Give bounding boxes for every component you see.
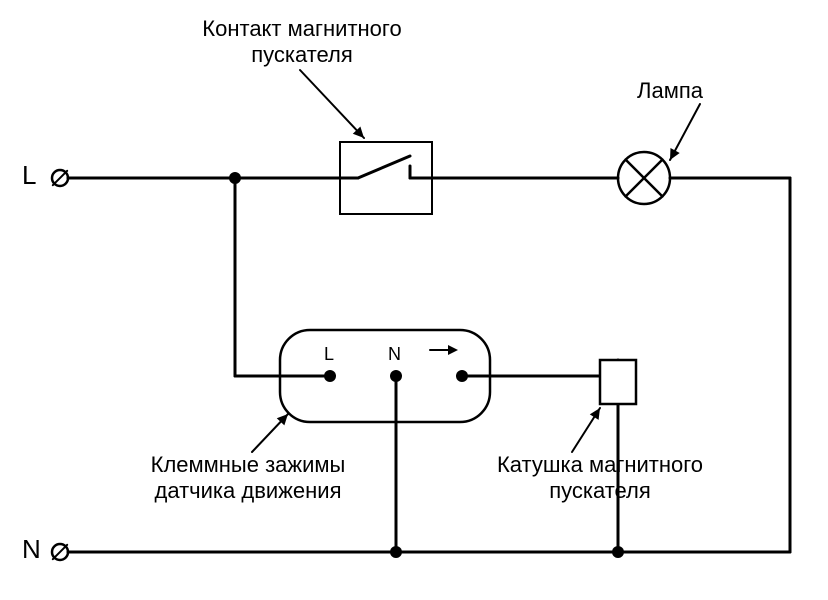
sensor-label-line1: Клеммные зажимы	[151, 452, 346, 477]
coil-label-line2: пускателя	[549, 478, 651, 503]
terminal-N-label: N	[22, 534, 41, 565]
terminal-L-label: L	[22, 160, 36, 191]
sensor-terminal-L-label: L	[324, 344, 334, 365]
sensor-label-line2: датчика движения	[155, 478, 342, 503]
coil-label-line1: Катушка магнитного	[497, 452, 703, 477]
coil-label: Катушка магнитного пускателя	[470, 452, 730, 505]
contact-label: Контакт магнитного пускателя	[172, 16, 432, 69]
lamp-label: Лампа	[610, 78, 730, 104]
contact-label-line2: пускателя	[251, 42, 353, 67]
sensor-label: Клеммные зажимы датчика движения	[118, 452, 378, 505]
sensor-terminal-N-label: N	[388, 344, 401, 365]
contact-label-line1: Контакт магнитного	[202, 16, 401, 41]
